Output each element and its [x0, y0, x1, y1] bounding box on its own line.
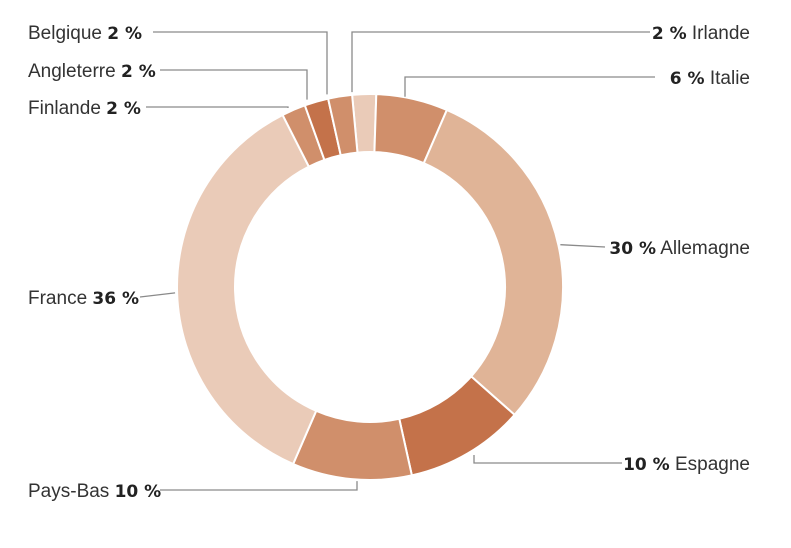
label-value: 6 % [670, 69, 705, 89]
label-category: Allemagne [656, 238, 750, 259]
label-angleterre: Angleterre 2 % [28, 61, 156, 82]
leader-line-angleterre [160, 69, 308, 100]
label-france: France 36 % [28, 288, 139, 309]
label-category: Angleterre [28, 61, 121, 82]
label-value: 2 % [652, 24, 687, 44]
leader-line-pays-bas [160, 481, 358, 491]
label-category: Pays-Bas [28, 481, 115, 502]
label-espagne: 10 % Espagne [623, 454, 750, 475]
label-value: 30 % [609, 239, 656, 259]
slice-labels: 2 % Irlande 6 % Italie 30 % Allemagne 10 % … [28, 23, 750, 502]
leader-lines [139, 31, 655, 491]
label-category: France [28, 288, 92, 309]
leader-line-finlande [146, 106, 289, 108]
label-value: 10 % [623, 455, 670, 475]
slices [176, 93, 564, 481]
label-category: Irlande [687, 23, 750, 44]
slice-france [176, 113, 318, 466]
leader-line-allemagne [560, 244, 606, 248]
label-belgique: Belgique 2 % [28, 23, 142, 44]
leader-line-france [139, 292, 176, 298]
label-value: 36 % [92, 289, 139, 309]
label-irlande: 2 % Irlande [652, 23, 750, 44]
leader-line-italie [404, 76, 655, 97]
label-value: 2 % [107, 24, 142, 44]
slice-allemagne [422, 108, 564, 417]
label-finlande: Finlande 2 % [28, 98, 141, 119]
label-italie: 6 % Italie [670, 68, 750, 89]
label-category: Belgique [28, 23, 107, 44]
label-allemagne: 30 % Allemagne [609, 238, 750, 259]
leader-line-belgique [153, 31, 328, 95]
leader-line-irlande [351, 31, 650, 93]
leader-line-espagne [473, 454, 622, 464]
label-value: 2 % [121, 62, 156, 82]
slice-belgique [326, 93, 359, 157]
label-category: Espagne [670, 454, 750, 475]
label-value: 10 % [115, 482, 162, 502]
label-pays-bas: Pays-Bas 10 % [28, 481, 161, 502]
label-category: Italie [705, 68, 750, 89]
label-category: Finlande [28, 98, 106, 119]
label-value: 2 % [106, 99, 141, 119]
